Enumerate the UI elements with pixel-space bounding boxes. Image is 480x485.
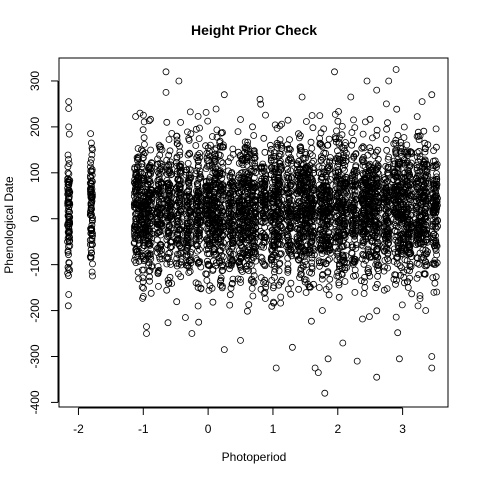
y-tick-label: -300 [28,344,42,368]
y-tick-label: 200 [28,117,42,137]
x-tick-label: -2 [73,422,84,436]
x-axis-label: Photoperiod [222,450,287,464]
x-tick-label: 1 [270,422,277,436]
x-tick-label: 0 [205,422,212,436]
y-tick-label: -400 [28,390,42,414]
y-tick-label: 300 [28,71,42,91]
y-tick-label: 100 [28,162,42,182]
y-axis-label: Phenological Date [2,176,16,274]
y-tick-label: 0 [28,215,42,222]
x-tick-label: -1 [138,422,149,436]
y-tick-label: -200 [28,298,42,322]
y-tick-label: -100 [28,252,42,276]
x-tick-label: 3 [399,422,406,436]
chart-title: Height Prior Check [191,22,317,38]
x-tick-label: 2 [334,422,341,436]
